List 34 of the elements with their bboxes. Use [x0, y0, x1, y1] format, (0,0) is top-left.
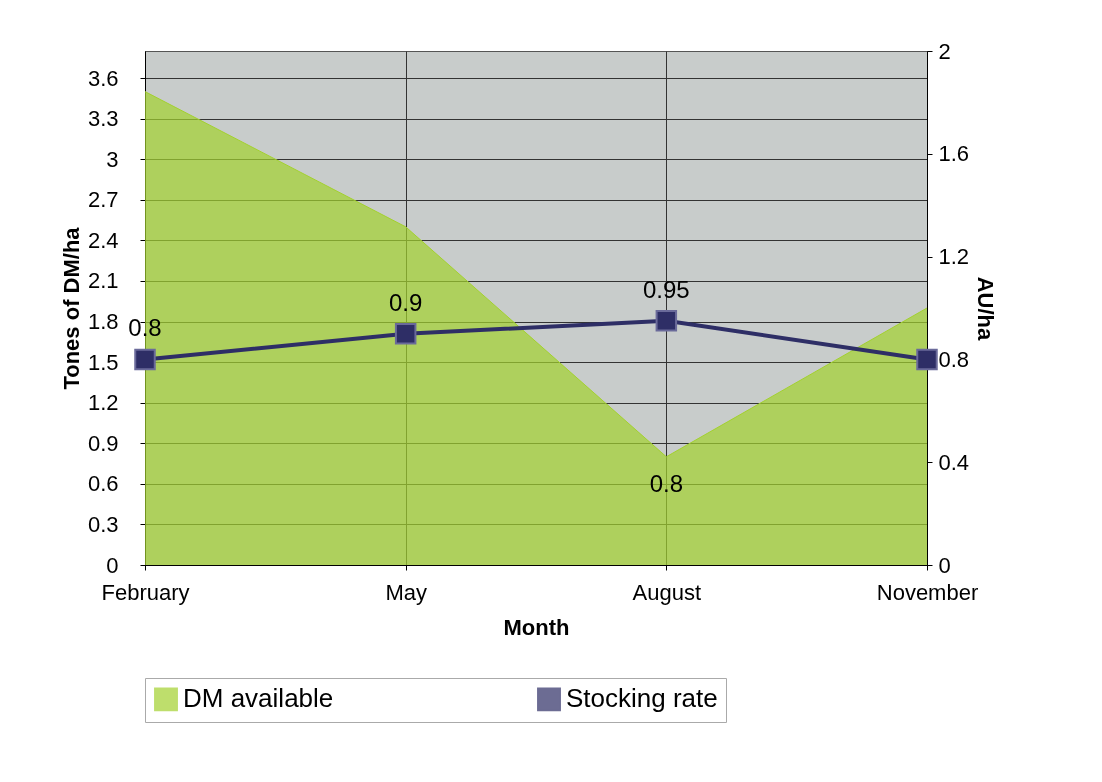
y-tick-label: 3	[106, 146, 119, 172]
y-tick-label: 0.3	[87, 511, 119, 537]
point	[916, 348, 938, 371]
x-tick-label: May	[385, 579, 427, 605]
y-tick-label: 1.8	[87, 309, 119, 335]
y2-tick-label: 1.6	[938, 141, 970, 167]
y2-tick-label: 1.2	[938, 244, 970, 270]
data-label: 0.8	[649, 469, 684, 497]
point	[134, 348, 156, 371]
y-tick-label: 2.4	[87, 227, 119, 253]
y-tick-label: 0	[106, 552, 119, 578]
y-tick-label: 1.5	[87, 349, 119, 375]
y-tick-label: 3.3	[87, 106, 119, 132]
y2-tick-label: 2	[938, 38, 951, 64]
x-tick-label: November	[876, 579, 979, 605]
point	[394, 322, 417, 345]
point	[655, 310, 678, 332]
data-label: 0.9	[388, 288, 423, 316]
y-tick-label: 1.2	[87, 390, 119, 416]
y-axis-title: Tones of DM/ha	[58, 226, 84, 390]
y2-axis-title: AU/ha	[973, 276, 999, 342]
x-tick-label: February	[101, 579, 190, 605]
x-tick-label: August	[632, 579, 702, 605]
y-tick-label: 0.6	[87, 471, 119, 497]
y-tick-label: 0.9	[87, 430, 119, 456]
legend-label: DM available	[183, 683, 334, 714]
y-tick-label: 2.1	[87, 268, 119, 294]
y2-tick-label: 0	[938, 552, 951, 578]
legend-label: Stocking rate	[566, 683, 718, 714]
y-tick-label: 3.6	[87, 65, 119, 91]
x-axis-title: Month	[503, 614, 570, 640]
y2-tick-label: 0.4	[938, 449, 970, 475]
y2-tick-label: 0.8	[938, 346, 970, 372]
y-tick-label: 2.7	[87, 187, 119, 213]
